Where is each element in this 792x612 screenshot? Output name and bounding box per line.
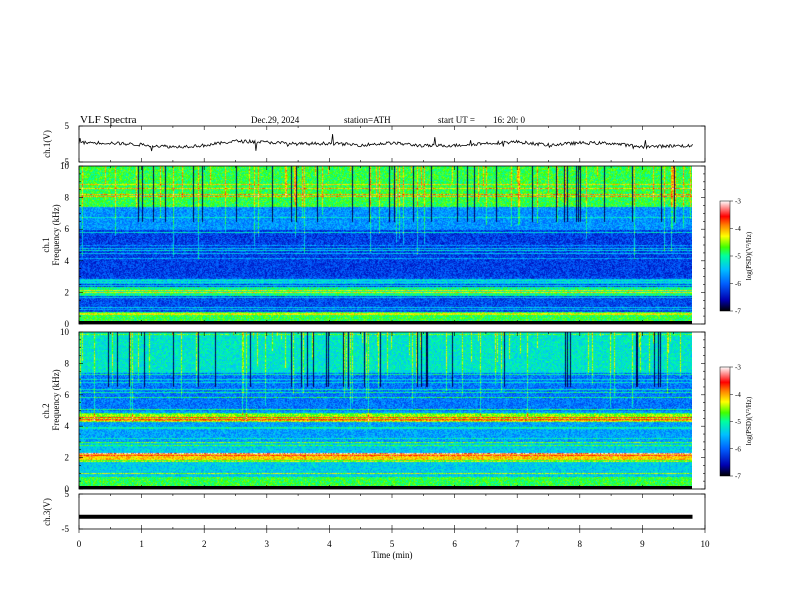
ch2-spectrogram-plot [79,332,692,489]
ch1-spec-ylabel-freq: Frequency (kHz) [51,204,61,265]
ch2-colorbar: -3 -4 -5 -6 -7 log(PSD)(V²/Hz) [719,364,753,481]
ch1-spectrogram-plot [79,166,692,324]
panel1-y-tick-label: 8 [65,193,70,203]
spec2-baseline [79,486,692,489]
x-tick-label-3: 3 [265,539,270,549]
panel0-y-tick-label: 5 [65,121,70,131]
colorbar-tick-label: -6 [735,280,741,288]
ch1-waveform-plot [78,134,693,152]
x-tick-label-1: 1 [139,539,144,549]
ch2-colorbar-label: log(PSD)(V²/Hz) [745,396,753,445]
x-tick-label-5: 5 [390,539,395,549]
x-tick-label-2: 2 [202,539,207,549]
spec2-raster [79,332,692,489]
panel1-y-tick-label: 0 [65,319,70,329]
ch1-colorbar-ramp [719,200,731,312]
spec1-raster [79,166,692,324]
colorbar-tick-label: -7 [735,473,741,481]
ch1wave-trace [78,134,693,152]
panel2-y-tick-label: 2 [65,453,70,463]
colorbar-tick-label: -3 [735,198,741,206]
colorbar-tick-label: -4 [735,391,741,399]
chart-title: VLF Spectra [80,114,137,126]
ch3-ylabel: ch.3(V) [42,498,52,526]
ch2-spec-ylabel-channel: ch.2 [41,403,51,418]
x-tick-label-0: 0 [77,539,82,549]
colorbar-tick-label: -5 [735,253,741,261]
ch3-waveform-frame [78,493,706,530]
start-label: start UT = [438,115,475,125]
x-tick-label-4: 4 [327,539,332,549]
panel3-y-tick-label: 5 [65,489,70,499]
spec1-baseline [79,321,692,324]
ch1-colorbar: -3 -4 -5 -6 -7 log(PSD)(V²/Hz) [719,198,753,316]
panel2-y-tick-label: 0 [65,484,70,494]
ch2-colorbar-ramp [719,366,731,477]
ch2-spec-ylabel-freq: Frequency (kHz) [51,369,61,430]
panel2-y-tick-label: 6 [65,390,70,400]
x-tick-label-6: 6 [452,539,457,549]
ch1-ylabel: ch.1(V) [42,130,52,158]
panel0-y-tick-label: -5 [62,157,70,167]
date-label: Dec.29, 2024 [251,115,300,125]
colorbar-tick-label: -6 [735,445,741,453]
x-axis-label: Time (min) [372,550,413,560]
ch1-colorbar-label: log(PSD)(V²/Hz) [745,231,753,280]
panel2-y-tick-label: 4 [65,421,70,431]
x-tick-label-7: 7 [515,539,520,549]
colorbar-tick-label: -5 [735,418,741,426]
colorbar-tick-label: -7 [735,308,741,316]
panel2-y-tick-label: 10 [60,327,70,337]
x-tick-label-9: 9 [640,539,645,549]
ch1-spec-ylabel-channel: ch.1 [41,237,51,252]
colorbar-tick-label: -3 [735,364,741,372]
panel1-y-tick-label: 6 [65,224,70,234]
panel2-y-tick-label: 8 [65,358,70,368]
station-label: station=ATH [344,115,391,125]
colorbar-tick-label: -4 [735,225,741,233]
start-time-label: 16: 20: 0 [493,115,526,125]
x-tick-label-8: 8 [578,539,583,549]
panel1-y-tick-label: 2 [65,287,70,297]
panel1-y-tick-label: 10 [60,161,70,171]
x-tick-label-10: 10 [701,539,711,549]
panel3-y-tick-label: -5 [62,524,70,534]
panel1-y-tick-label: 4 [65,256,70,266]
